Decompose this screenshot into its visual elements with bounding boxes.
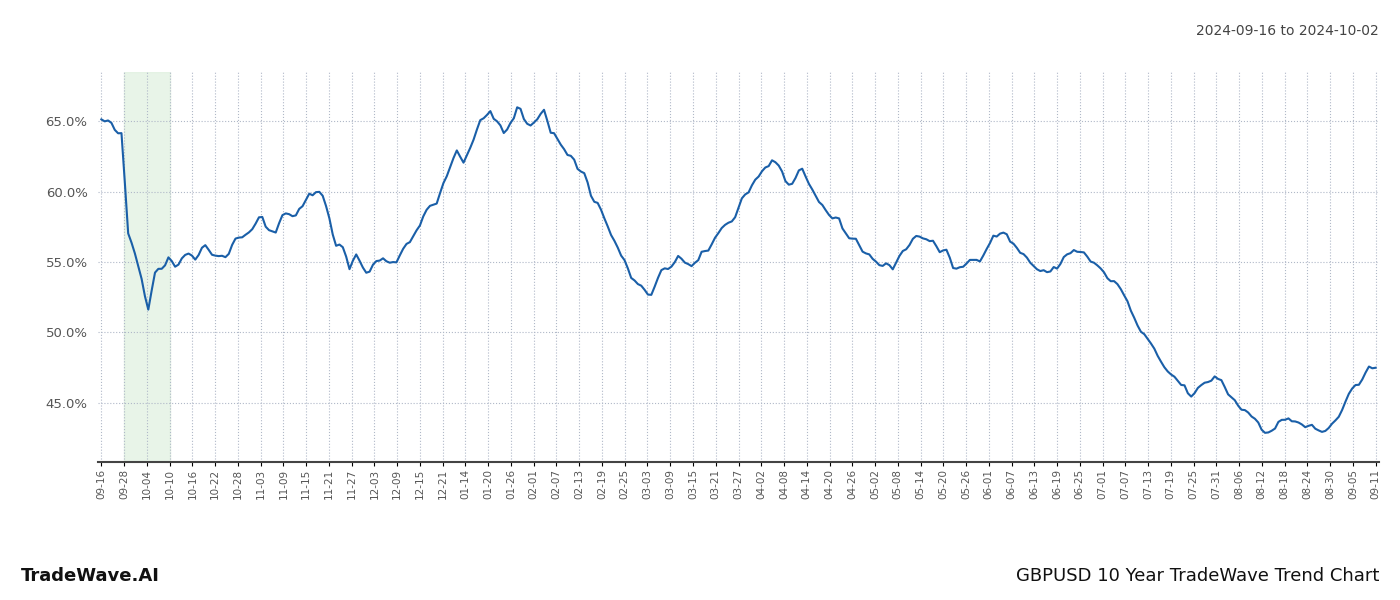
Bar [125, 72, 169, 462]
Text: TradeWave.AI: TradeWave.AI [21, 567, 160, 585]
Text: GBPUSD 10 Year TradeWave Trend Chart: GBPUSD 10 Year TradeWave Trend Chart [1015, 567, 1379, 585]
Text: 2024-09-16 to 2024-10-02: 2024-09-16 to 2024-10-02 [1196, 24, 1379, 38]
